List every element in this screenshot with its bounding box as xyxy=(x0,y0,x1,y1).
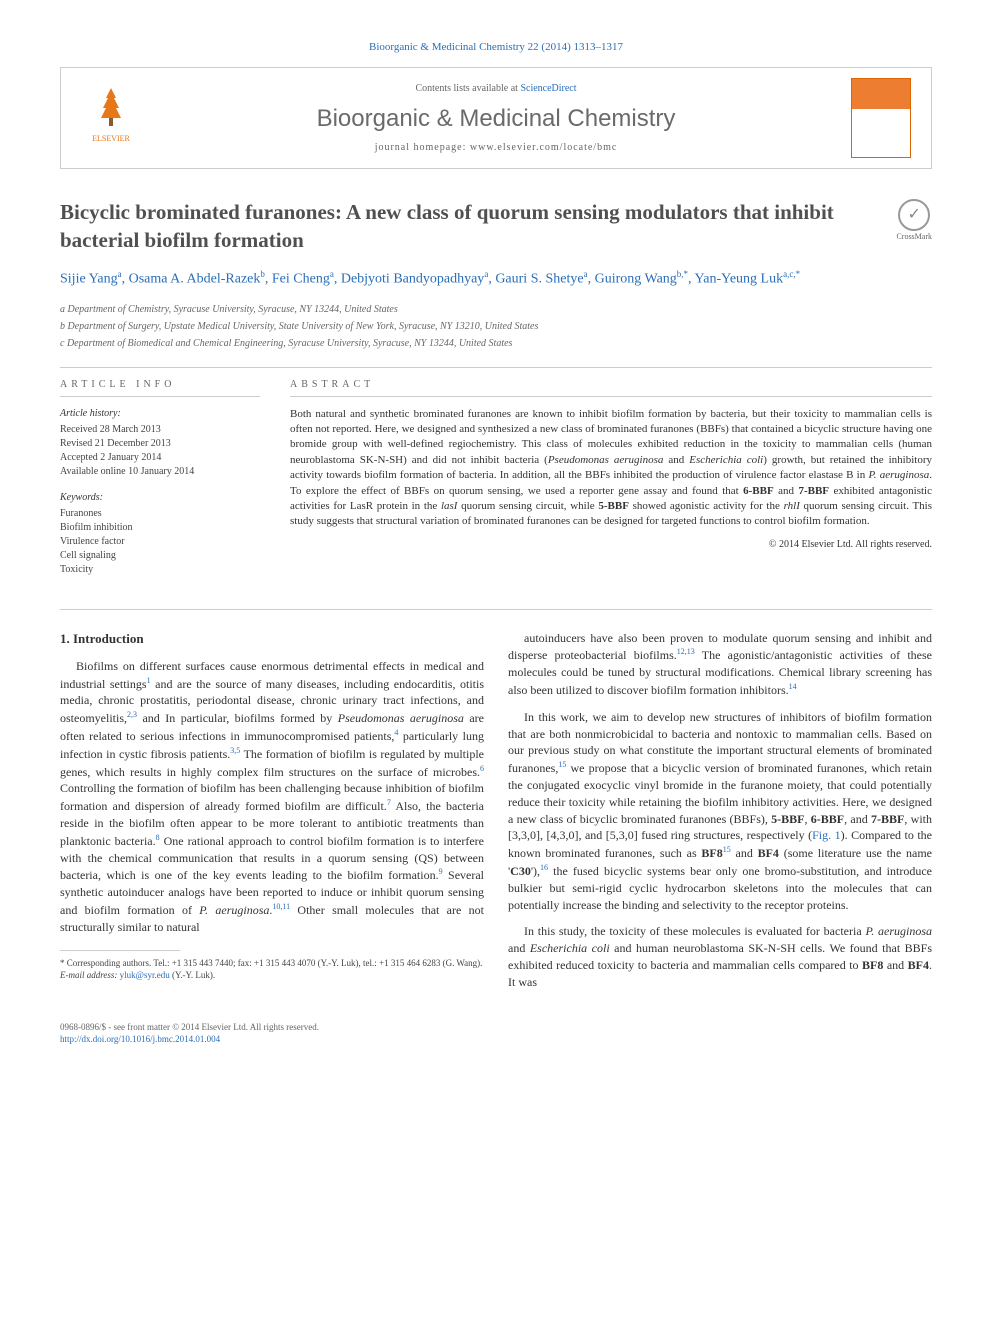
doi-link[interactable]: http://dx.doi.org/10.1016/j.bmc.2014.01.… xyxy=(60,1034,220,1044)
footer-copyright: 0968-0896/$ - see front matter © 2014 El… xyxy=(60,1021,932,1034)
intro-para-4: In this study, the toxicity of these mol… xyxy=(508,923,932,990)
email-link[interactable]: yluk@syr.edu xyxy=(120,970,170,980)
abstract-text: Both natural and synthetic brominated fu… xyxy=(290,407,932,530)
footnotes: * Corresponding authors. Tel.: +1 315 44… xyxy=(60,957,484,982)
keywords-label: Keywords: xyxy=(60,491,260,505)
keyword-4: Toxicity xyxy=(60,563,260,577)
article-info-sidebar: ARTICLE INFO Article history: Received 2… xyxy=(60,378,260,589)
keyword-0: Furanones xyxy=(60,507,260,521)
journal-reference[interactable]: Bioorganic & Medicinal Chemistry 22 (201… xyxy=(60,40,932,55)
publisher-name: ELSEVIER xyxy=(92,133,130,144)
journal-cover-thumbnail[interactable] xyxy=(851,78,911,158)
crossmark-icon: ✓ xyxy=(898,199,930,231)
header-center: Contents lists available at ScienceDirec… xyxy=(161,82,831,156)
elsevier-tree-icon xyxy=(86,83,136,133)
keyword-2: Virulence factor xyxy=(60,535,260,549)
right-column: autoinducers have also been proven to mo… xyxy=(508,630,932,1001)
elsevier-logo[interactable]: ELSEVIER xyxy=(81,83,141,153)
email-suffix: (Y.-Y. Luk). xyxy=(172,970,215,980)
footer: 0968-0896/$ - see front matter © 2014 El… xyxy=(60,1021,932,1046)
journal-name: Bioorganic & Medicinal Chemistry xyxy=(161,102,831,136)
affiliations: a Department of Chemistry, Syracuse Univ… xyxy=(60,302,932,351)
article-info-heading: ARTICLE INFO xyxy=(60,378,260,397)
affiliation-c: c Department of Biomedical and Chemical … xyxy=(60,336,932,351)
abstract-heading: ABSTRACT xyxy=(290,378,932,397)
journal-header: ELSEVIER Contents lists available at Sci… xyxy=(60,67,932,169)
history-received: Received 28 March 2013 xyxy=(60,423,260,437)
history-revised: Revised 21 December 2013 xyxy=(60,437,260,451)
affiliation-a: a Department of Chemistry, Syracuse Univ… xyxy=(60,302,932,317)
article-title: Bicyclic brominated furanones: A new cla… xyxy=(60,199,876,254)
history-online: Available online 10 January 2014 xyxy=(60,465,260,479)
affiliation-b: b Department of Surgery, Upstate Medical… xyxy=(60,319,932,334)
left-column: 1. Introduction Biofilms on different su… xyxy=(60,630,484,1001)
keyword-3: Cell signaling xyxy=(60,549,260,563)
contents-line: Contents lists available at ScienceDirec… xyxy=(161,82,831,96)
journal-homepage[interactable]: journal homepage: www.elsevier.com/locat… xyxy=(161,141,831,155)
sciencedirect-link[interactable]: ScienceDirect xyxy=(520,83,576,94)
history-accepted: Accepted 2 January 2014 xyxy=(60,451,260,465)
intro-para-1: Biofilms on different surfaces cause eno… xyxy=(60,658,484,936)
corresponding-author-note: * Corresponding authors. Tel.: +1 315 44… xyxy=(60,957,484,970)
keyword-1: Biofilm inhibition xyxy=(60,521,260,535)
authors-list: Sijie Yanga, Osama A. Abdel-Razekb, Fei … xyxy=(60,268,932,290)
email-label: E-mail address: xyxy=(60,970,117,980)
intro-para-2: autoinducers have also been proven to mo… xyxy=(508,630,932,699)
abstract-copyright: © 2014 Elsevier Ltd. All rights reserved… xyxy=(290,538,932,552)
history-label: Article history: xyxy=(60,407,260,421)
body-columns: 1. Introduction Biofilms on different su… xyxy=(60,630,932,1001)
abstract-section: ABSTRACT Both natural and synthetic brom… xyxy=(290,378,932,589)
section-heading-intro: 1. Introduction xyxy=(60,630,484,648)
crossmark-badge[interactable]: ✓ CrossMark xyxy=(896,199,932,242)
intro-para-3: In this work, we aim to develop new stru… xyxy=(508,709,932,914)
